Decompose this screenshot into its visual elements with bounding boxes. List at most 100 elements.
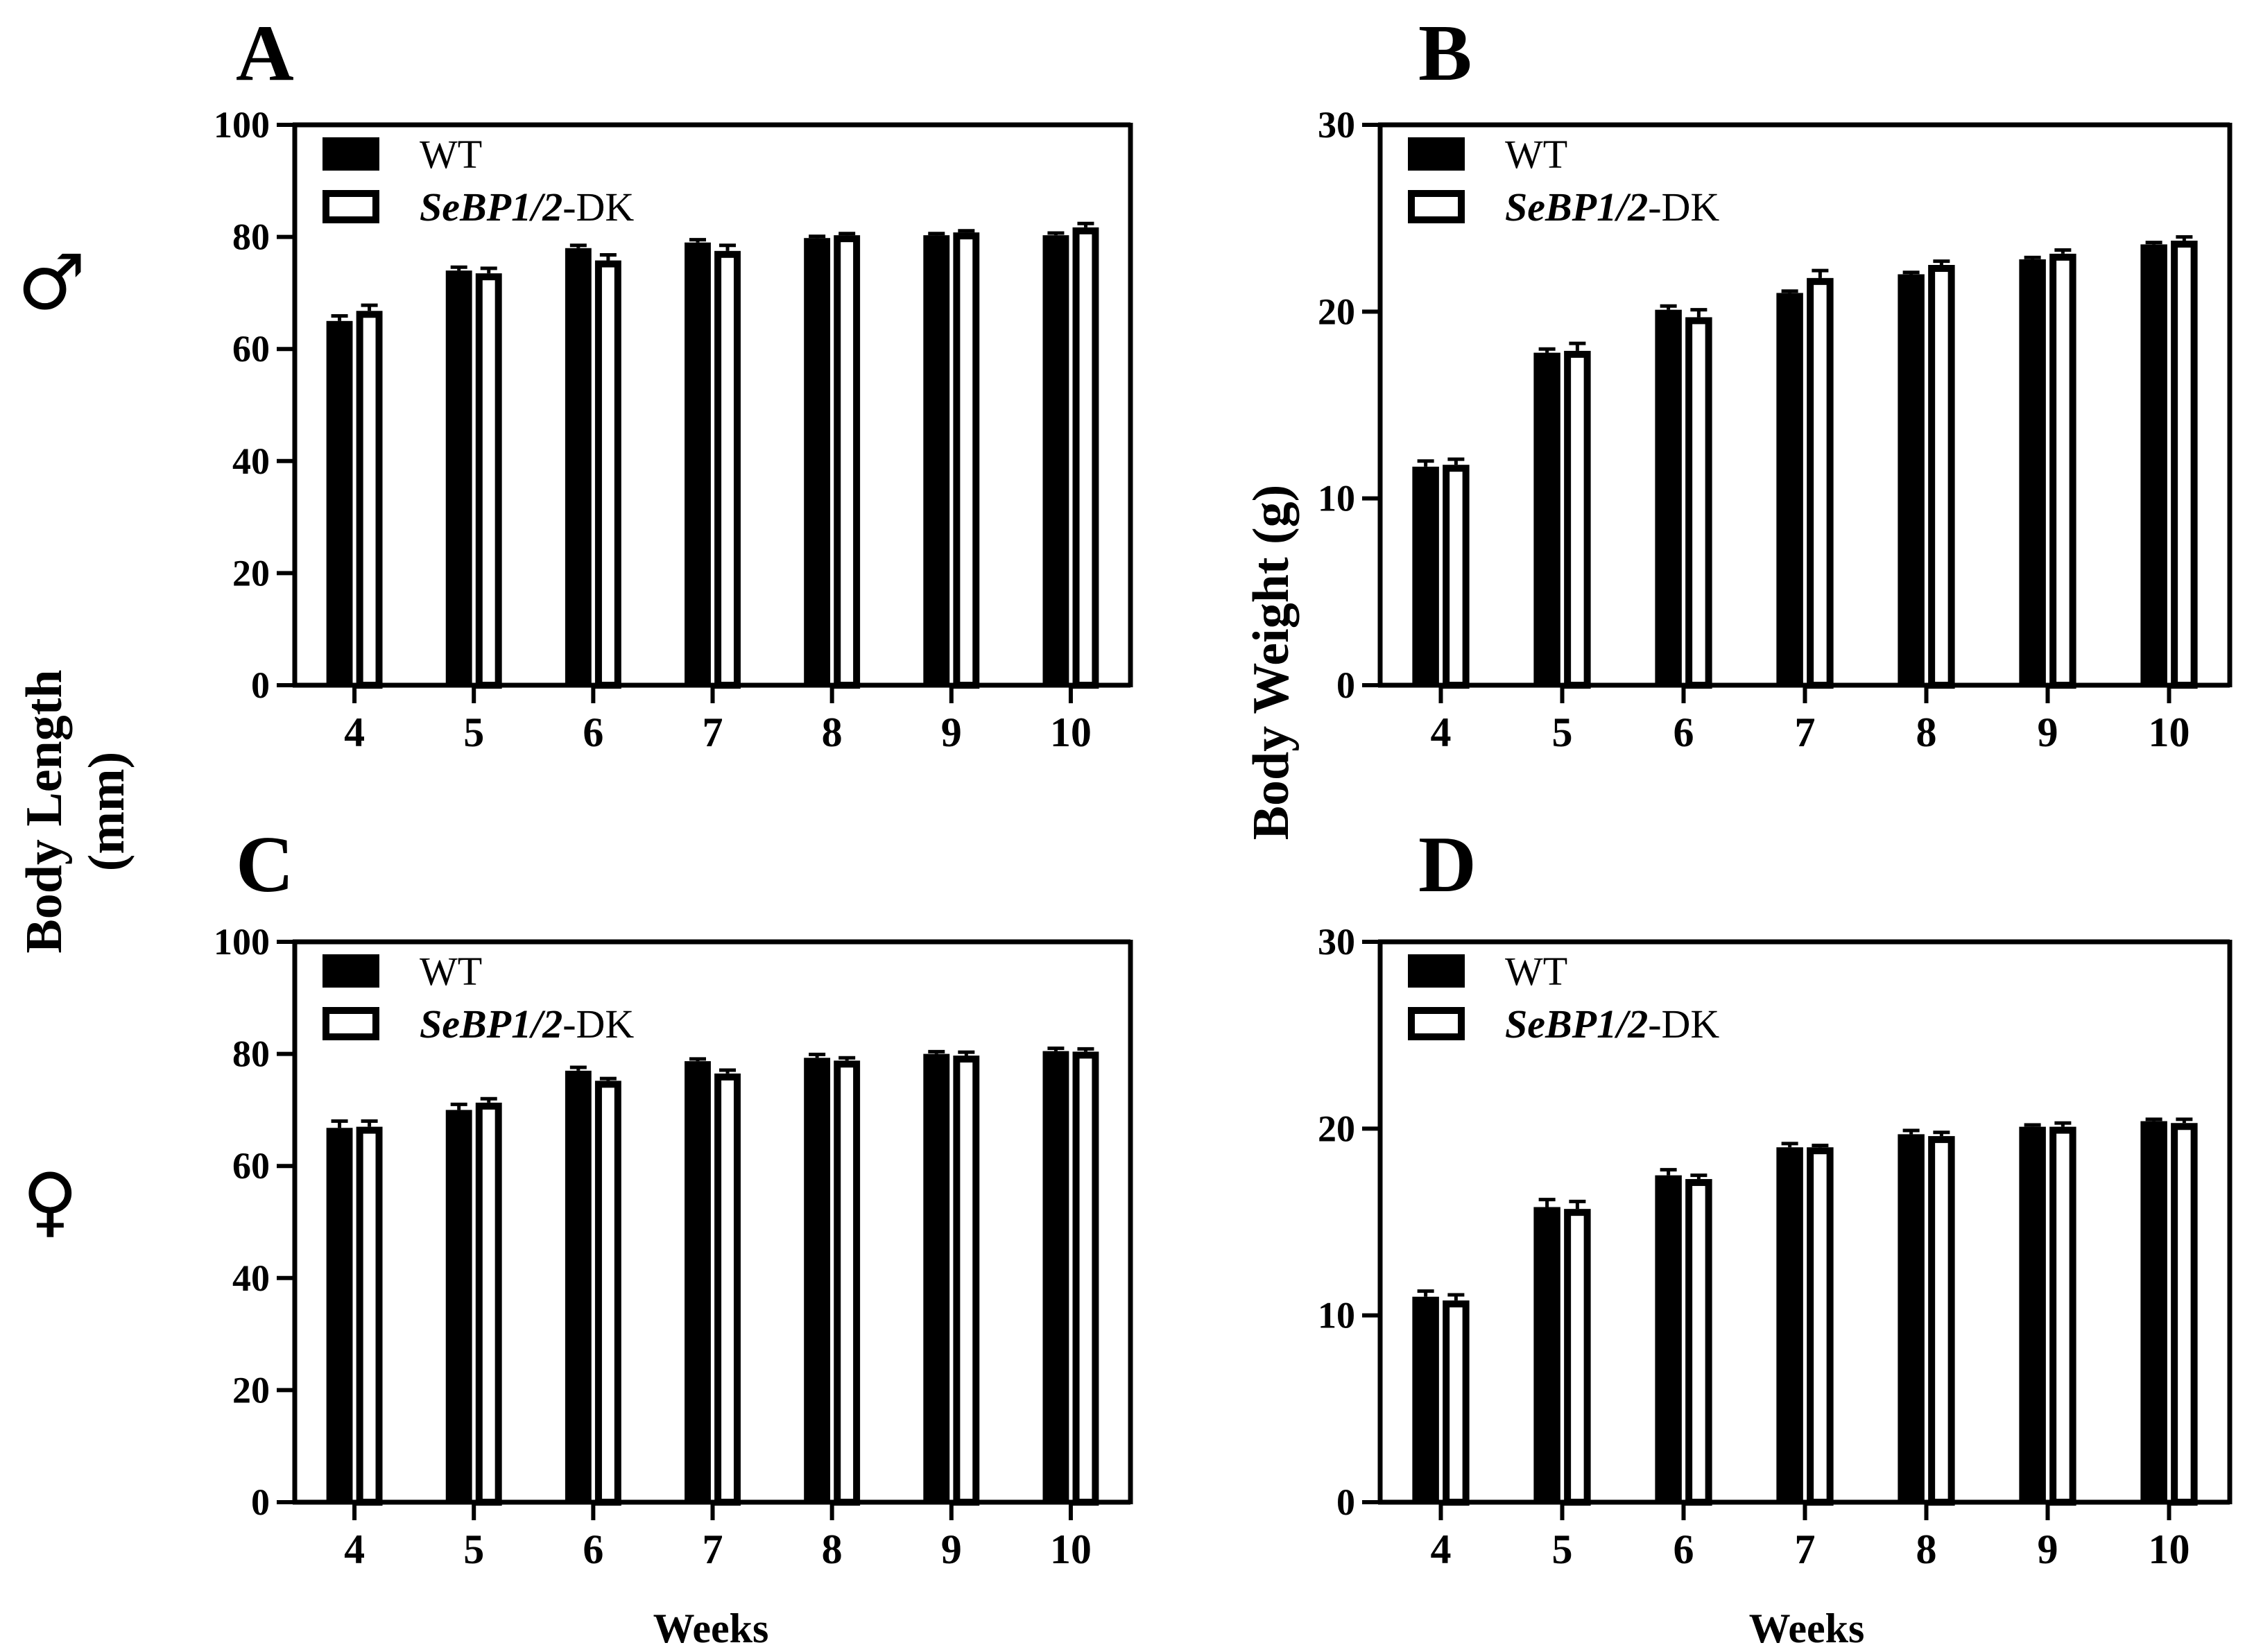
y-tick-label: 20 (1318, 1108, 1355, 1149)
y-tick-label: 100 (214, 104, 270, 146)
y-tick-label: 20 (1318, 291, 1355, 332)
female-symbol: ♀ (22, 1157, 78, 1246)
x-tick-label: 10 (1050, 1526, 1092, 1572)
bar-dk (475, 1102, 502, 1506)
bar-wt (804, 238, 831, 685)
x-tick-label: 5 (1552, 1526, 1573, 1572)
bar-wt (923, 1053, 950, 1502)
bar-dk (594, 1081, 621, 1506)
y-tick-label: 40 (232, 1257, 270, 1299)
x-tick-label: 7 (703, 1526, 723, 1572)
y-tick-label: 10 (1318, 478, 1355, 519)
plot-panel-b: 0 10 20 30 4 5 6 7 8 9 10 WT SeBP1/2-DK (1318, 104, 2233, 755)
bar-dk (1443, 1300, 1470, 1506)
bar-wt (1776, 1147, 1803, 1502)
x-axis-title-right: Weeks (1749, 1606, 1865, 1651)
left-y-axis-title-line2: (mm) (78, 752, 135, 872)
bar-wt (565, 248, 592, 685)
y-tick-label: 100 (214, 921, 270, 963)
plot-panel-a: 0 20 40 60 80 100 4 5 6 7 8 9 10 WT SeBP1/2-DK (214, 104, 1133, 755)
bar-wt (1533, 1207, 1560, 1502)
panel-label-b: B (1418, 9, 1472, 98)
y-tick-label: 0 (1336, 664, 1355, 706)
bar-wt (1042, 235, 1069, 685)
x-tick-label: 5 (463, 1526, 484, 1572)
bar-dk (475, 273, 502, 689)
x-tick-label: 8 (822, 1526, 843, 1572)
x-tick-label: 7 (1795, 1526, 1816, 1572)
bar-dk (594, 260, 621, 689)
bar-dk (1685, 317, 1712, 689)
bar-wt (1412, 1296, 1439, 1502)
x-tick-label: 9 (2038, 709, 2058, 755)
legend-swatch-dk (322, 1007, 379, 1040)
bar-dk (356, 1126, 383, 1506)
x-tick-label: 6 (1674, 1526, 1694, 1572)
bar-dk (356, 311, 383, 689)
legend-label-wt: WT (1505, 949, 1567, 994)
bar-wt (1655, 1175, 1682, 1502)
legend-swatch-wt (1408, 137, 1465, 171)
bar-wt (326, 1128, 353, 1502)
x-tick-label: 10 (1050, 709, 1092, 755)
legend-swatch-wt (322, 137, 379, 171)
x-tick-label: 8 (1916, 1526, 1937, 1572)
y-tick-label: 40 (232, 440, 270, 482)
legend-label-dk: SeBP1/2-DK (420, 1001, 634, 1047)
bar-dk (2049, 253, 2076, 689)
y-tick-label: 30 (1318, 104, 1355, 146)
bar-dk (1807, 277, 1834, 689)
bar-dk (1072, 1051, 1099, 1506)
x-tick-label: 10 (2149, 1526, 2190, 1572)
y-tick-label: 0 (1336, 1481, 1355, 1523)
bar-dk (1807, 1147, 1834, 1506)
bar-wt (1042, 1051, 1069, 1502)
y-tick-label: 60 (232, 328, 270, 370)
bar-wt (1898, 1134, 1925, 1502)
bar-dk (1685, 1179, 1712, 1506)
bar-wt (2019, 259, 2046, 685)
bar-wt (2140, 244, 2167, 686)
legend-label-dk: SeBP1/2-DK (420, 184, 634, 230)
x-tick-label: 8 (822, 709, 843, 755)
y-tick-label: 20 (232, 552, 270, 594)
bar-wt (565, 1070, 592, 1502)
bar-dk (714, 250, 741, 689)
bar-wt (1655, 309, 1682, 685)
plot-panel-d: 0 10 20 30 4 5 6 7 8 9 10 WT SeBP1/2-DK (1318, 921, 2233, 1572)
y-tick-label: 0 (251, 664, 270, 706)
x-tick-label: 7 (1795, 709, 1816, 755)
bar-dk (1928, 265, 1955, 689)
y-tick-label: 10 (1318, 1295, 1355, 1336)
male-symbol: ♂ (17, 238, 86, 327)
x-tick-label: 8 (1916, 709, 1937, 755)
bar-wt (1776, 293, 1803, 685)
bar-dk (1443, 465, 1470, 689)
bar-wt (326, 320, 353, 685)
legend-swatch-wt (322, 954, 379, 988)
y-tick-label: 80 (232, 216, 270, 258)
x-tick-label: 9 (2038, 1526, 2058, 1572)
x-tick-label: 4 (344, 709, 365, 755)
legend-label-wt: WT (1505, 132, 1567, 177)
bar-wt (804, 1058, 831, 1502)
y-tick-label: 30 (1318, 921, 1355, 963)
bar-wt (685, 242, 711, 685)
x-tick-label: 5 (463, 709, 484, 755)
legend-swatch-wt (1408, 954, 1465, 988)
x-tick-label: 6 (1674, 709, 1694, 755)
panel-label-d: D (1418, 820, 1477, 909)
bar-dk (834, 1060, 861, 1506)
x-tick-label: 4 (344, 1526, 365, 1572)
legend-label-wt: WT (420, 949, 482, 994)
bar-wt (1412, 466, 1439, 685)
legend-swatch-dk (322, 190, 379, 223)
y-tick-label: 60 (232, 1145, 270, 1187)
bar-dk (1564, 1209, 1591, 1506)
x-tick-label: 10 (2149, 709, 2190, 755)
bar-dk (834, 235, 861, 689)
bar-wt (685, 1061, 711, 1502)
x-tick-label: 6 (583, 1526, 603, 1572)
right-y-axis-title: Body Weight (g) (1243, 485, 1300, 841)
